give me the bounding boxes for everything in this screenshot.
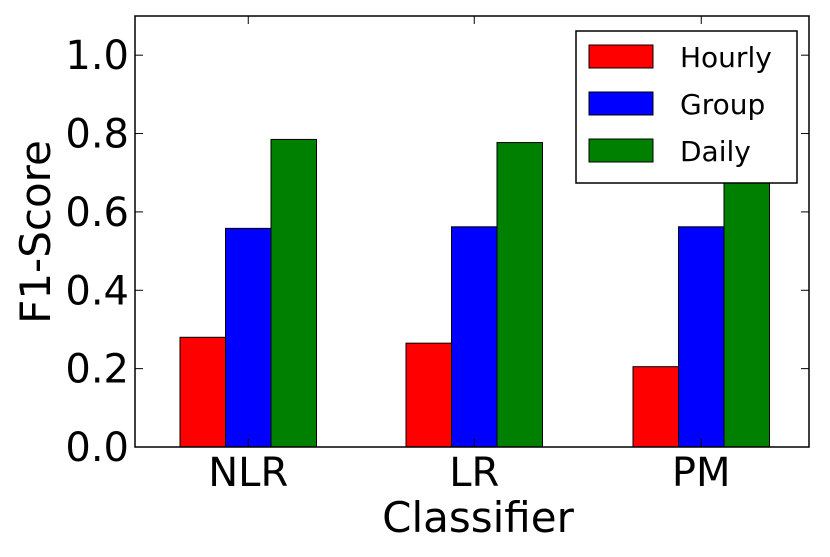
legend-label-hourly: Hourly [680, 41, 772, 74]
y-tick-label: 1.0 [65, 33, 129, 79]
y-tick-label: 0.2 [65, 347, 129, 393]
bar-daily-nlr [270, 138, 317, 448]
x-axis-title: Classifier [382, 493, 574, 542]
bars-group [179, 138, 770, 448]
legend-swatch-daily [588, 138, 654, 163]
plot-frame [134, 15, 810, 448]
legend-swatch-hourly [588, 44, 654, 69]
bar-daily-pm [723, 170, 770, 448]
x-tick-label-nlr: NLR [208, 450, 288, 496]
legend-label-daily: Daily [680, 135, 751, 168]
bar-hourly-lr [405, 342, 452, 448]
y-tick-label: 0.0 [65, 425, 129, 471]
y-tick-label: 0.6 [65, 190, 129, 236]
bar-daily-lr [496, 142, 543, 448]
y-axis-title: F1-Score [11, 140, 60, 324]
bar-hourly-pm [632, 366, 679, 448]
legend-label-group: Group [680, 88, 765, 121]
y-axis-ticks: 0.0 0.2 0.4 0.6 0.8 1.0 [65, 33, 809, 471]
legend: Hourly Group Daily [575, 30, 798, 184]
y-tick-label: 0.4 [65, 268, 129, 314]
bar-group-lr [451, 226, 498, 448]
bar-group-pm [678, 226, 725, 448]
x-axis-ticks: NLR LR PM [208, 16, 731, 496]
legend-swatch-group [588, 91, 654, 116]
y-tick-label: 0.8 [65, 112, 129, 158]
bar-hourly-nlr [179, 336, 226, 448]
x-tick-label-pm: PM [672, 450, 731, 496]
bar-group-nlr [225, 227, 272, 448]
x-tick-label-lr: LR [449, 450, 499, 496]
